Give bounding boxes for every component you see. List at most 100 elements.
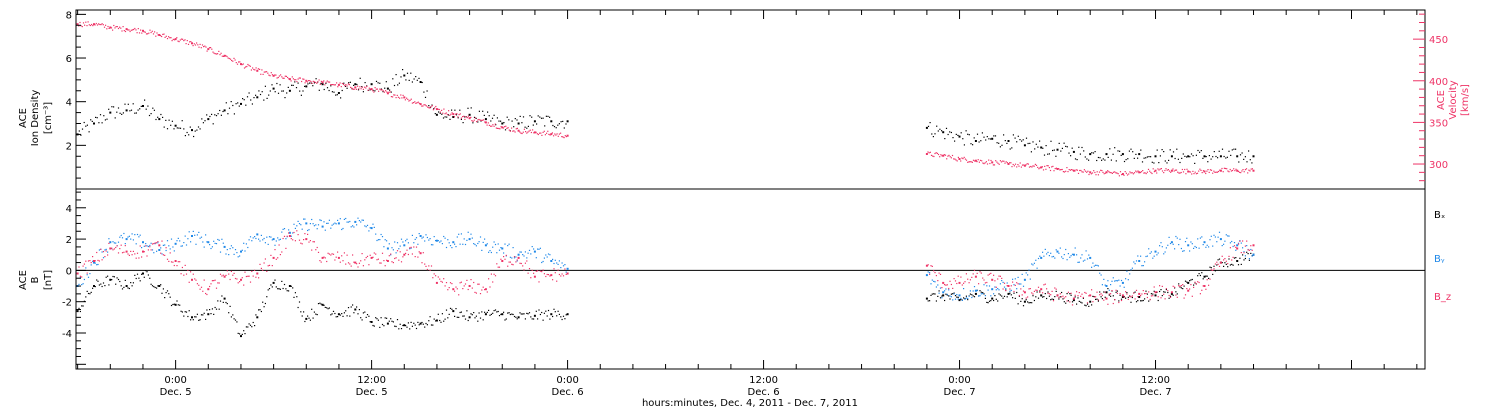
bz-sample	[1104, 291, 1106, 293]
bz-sample	[398, 259, 400, 261]
bx-sample	[554, 311, 556, 313]
bz-sample	[1065, 296, 1067, 298]
bx-sample	[237, 332, 239, 334]
density-sample	[206, 114, 208, 116]
bz-sample	[528, 268, 531, 270]
by-point	[256, 233, 259, 236]
by-sample	[1159, 245, 1161, 247]
bz-sample	[1152, 295, 1154, 297]
velocity-sample	[1226, 168, 1228, 170]
velocity-sample	[1080, 169, 1082, 172]
velocity-sample	[1005, 161, 1007, 163]
density-sample	[150, 113, 152, 115]
density-sample	[313, 82, 315, 84]
density-sample	[475, 117, 477, 119]
velocity-sample	[116, 26, 118, 28]
by-sample	[1123, 286, 1125, 288]
velocity-sample	[176, 37, 178, 39]
bx-sample	[1205, 275, 1207, 277]
bx-sample	[504, 319, 506, 321]
by-sample	[154, 243, 156, 245]
velocity-sample	[396, 94, 398, 96]
velocity-sample	[983, 163, 985, 165]
bx-point	[958, 299, 961, 302]
velocity-sample	[445, 112, 447, 114]
velocity-sample	[1181, 168, 1183, 171]
by-sample	[1197, 238, 1199, 240]
by-sample	[1191, 243, 1193, 245]
by-sample	[293, 223, 295, 225]
density-sample	[1213, 151, 1215, 153]
by-sample	[929, 272, 931, 274]
bx-sample	[1120, 298, 1123, 300]
bz-sample	[462, 288, 464, 290]
bx-sample	[449, 307, 452, 309]
by-sample	[147, 245, 149, 248]
bz-sample	[1235, 246, 1237, 248]
by-sample	[407, 242, 409, 244]
density-sample	[1091, 152, 1093, 154]
bx-sample	[81, 305, 83, 307]
bz-sample	[558, 273, 560, 276]
density-sample	[1096, 159, 1098, 162]
density-sample	[1127, 158, 1129, 160]
by-sample	[1176, 237, 1178, 239]
velocity-sample	[154, 31, 156, 33]
velocity-point	[566, 134, 569, 137]
bz-sample	[1066, 300, 1068, 302]
bz-sample	[473, 281, 475, 284]
bz-sample	[965, 273, 967, 275]
velocity-point	[272, 74, 275, 77]
bx-point	[991, 297, 994, 300]
bx-sample	[384, 317, 386, 319]
velocity-sample	[247, 63, 249, 66]
bz-sample	[523, 269, 525, 271]
by-sample	[948, 289, 950, 291]
bx-sample	[432, 324, 434, 326]
by-sample	[482, 241, 484, 243]
by-point	[435, 239, 438, 242]
by-sample	[1198, 247, 1200, 249]
bx-sample	[278, 288, 280, 290]
density-sample	[1097, 156, 1099, 159]
density-sample	[294, 81, 296, 83]
density-sample	[297, 82, 299, 84]
bx-sample	[470, 313, 472, 315]
bz-sample	[94, 260, 96, 262]
bz-sample	[285, 247, 287, 249]
bx-sample	[1061, 291, 1063, 294]
bx-sample	[437, 313, 439, 315]
velocity-point	[419, 103, 422, 106]
velocity-sample	[490, 125, 492, 127]
density-sample	[1070, 155, 1072, 157]
bz-sample	[198, 284, 200, 286]
by-sample	[1189, 250, 1191, 252]
by-sample	[549, 254, 551, 256]
bz-sample	[1103, 299, 1105, 301]
by-sample	[547, 253, 550, 255]
by-sample	[1070, 255, 1072, 257]
by-sample	[237, 256, 239, 258]
velocity-sample	[345, 84, 347, 86]
by-sample	[87, 276, 90, 278]
density-sample	[428, 105, 430, 107]
bx-sample	[221, 295, 223, 297]
density-sample	[382, 91, 384, 93]
density-sample	[447, 114, 449, 116]
density-sample	[1194, 162, 1196, 164]
bz-sample	[1032, 293, 1034, 295]
velocity-sample	[508, 129, 510, 131]
bx-sample	[120, 285, 122, 287]
by-sample	[988, 285, 991, 287]
velocity-sample	[1227, 170, 1229, 172]
velocity-sample	[1093, 170, 1095, 172]
velocity-sample	[235, 62, 237, 64]
by-sample	[161, 253, 163, 255]
density-point	[386, 87, 389, 90]
velocity-sample	[1200, 169, 1202, 171]
by-sample	[335, 223, 337, 225]
velocity-sample	[456, 113, 458, 115]
bz-sample	[379, 262, 381, 264]
bx-sample	[1146, 293, 1148, 295]
x-tick-day: Dec. 5	[160, 387, 192, 398]
